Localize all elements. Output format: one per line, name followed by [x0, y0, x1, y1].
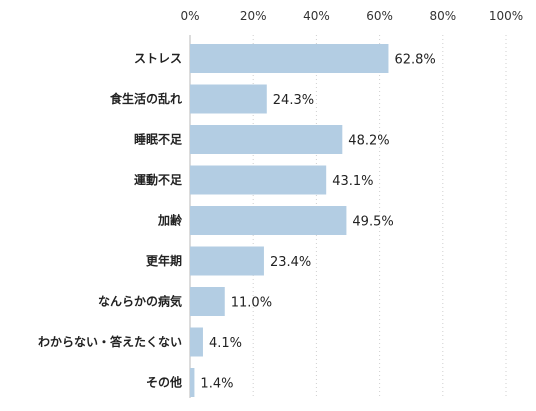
category-label: 運動不足	[134, 172, 182, 187]
category-label: なんらかの病気	[98, 294, 182, 309]
bar	[190, 368, 195, 397]
category-label: ストレス	[134, 52, 182, 66]
category-label: 睡眠不足	[134, 132, 182, 147]
bar	[190, 84, 267, 114]
data-label: 24.3%	[273, 93, 314, 108]
x-tick-label: 100%	[489, 9, 523, 23]
data-label: 49.5%	[352, 215, 393, 230]
x-tick-label: 80%	[429, 9, 456, 23]
data-label: 11.0%	[231, 296, 272, 311]
data-label: 1.4%	[200, 377, 233, 392]
x-tick-label: 40%	[303, 9, 330, 23]
bar-layer	[190, 44, 389, 397]
x-tick-label: 20%	[240, 9, 267, 23]
x-tick-label: 60%	[366, 9, 393, 23]
category-label: その他	[146, 375, 182, 390]
data-label: 48.2%	[348, 134, 389, 149]
label-layer: 0% 20% 40% 60% 80% 100% ストレス 62.8% 食生活の乱れ 24.3% 睡眠…	[38, 9, 523, 392]
bar	[190, 206, 347, 235]
category-label: 更年期	[146, 253, 182, 268]
bar	[190, 327, 203, 357]
category-label: わからない・答えたくない	[38, 334, 182, 349]
bar	[190, 287, 225, 316]
x-tick-label: 0%	[180, 9, 199, 23]
data-label: 4.1%	[209, 336, 242, 351]
data-label: 23.4%	[270, 255, 311, 270]
bar	[190, 125, 343, 154]
bar	[190, 44, 389, 73]
bar	[190, 165, 327, 195]
data-label: 62.8%	[394, 53, 435, 68]
data-label: 43.1%	[332, 174, 373, 189]
category-label: 加齢	[157, 213, 183, 228]
category-label: 食生活の乱れ	[109, 91, 182, 106]
bar	[190, 246, 264, 276]
